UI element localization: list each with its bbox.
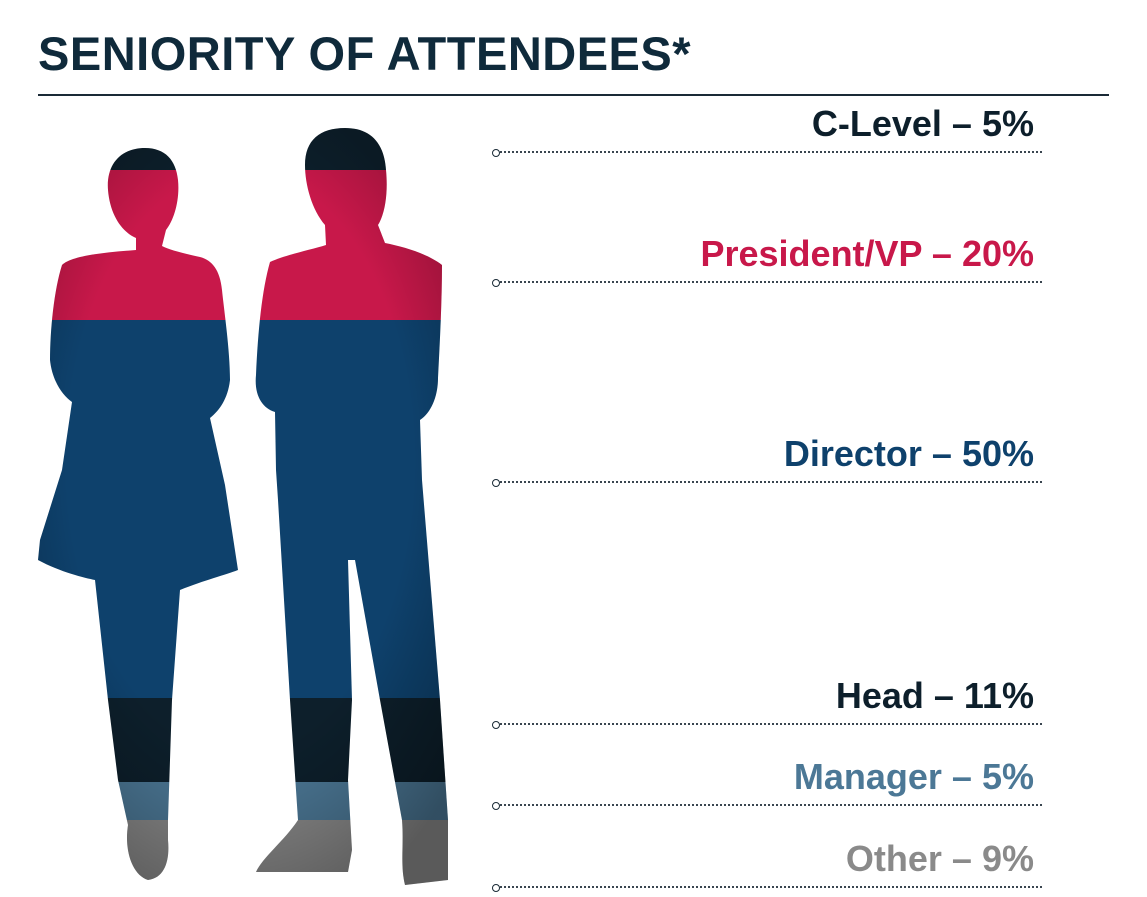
- legend-item-c-level: C-Level – 5%: [492, 103, 1042, 157]
- legend-dotted-line: [500, 481, 1042, 483]
- seniority-bands: [38, 128, 448, 885]
- band-c-level: [38, 128, 448, 170]
- chart-title: SENIORITY OF ATTENDEES*: [38, 27, 692, 80]
- legend-marker-dot: [492, 479, 500, 487]
- legend-marker-dot: [492, 279, 500, 287]
- legend-label: Director – 50%: [783, 433, 1034, 474]
- legend-label: Other – 9%: [845, 838, 1034, 879]
- legend-item-head: Head – 11%: [492, 675, 1042, 729]
- legend-marker-dot: [492, 149, 500, 157]
- legend-item-manager: Manager – 5%: [492, 756, 1042, 810]
- legend-label: C-Level – 5%: [811, 103, 1034, 144]
- legend-label: Manager – 5%: [793, 756, 1034, 797]
- legend-dotted-line: [500, 804, 1042, 806]
- legend-label: President/VP – 20%: [700, 233, 1034, 274]
- legend-marker-dot: [492, 884, 500, 892]
- legend-dotted-line: [500, 281, 1042, 283]
- legend-item-president-vp: President/VP – 20%: [492, 233, 1042, 287]
- legend-label: Head – 11%: [835, 675, 1034, 716]
- legend-item-director: Director – 50%: [492, 433, 1042, 487]
- silhouette-figures: [38, 128, 448, 885]
- legend-item-other: Other – 9%: [492, 838, 1042, 892]
- legend-marker-dot: [492, 721, 500, 729]
- legend-marker-dot: [492, 802, 500, 810]
- legend-dotted-line: [500, 723, 1042, 725]
- title-divider: [38, 94, 1109, 96]
- legend-dotted-line: [500, 886, 1042, 888]
- legend-dotted-line: [500, 151, 1042, 153]
